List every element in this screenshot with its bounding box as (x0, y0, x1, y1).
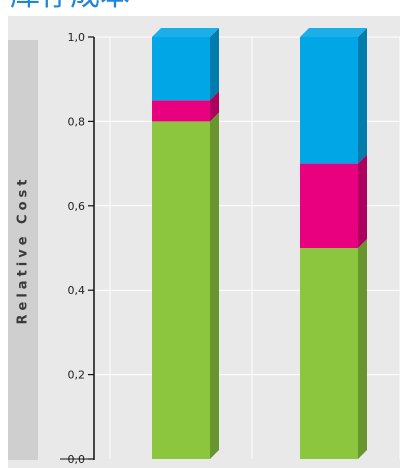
y-tick-label: 0,2 (68, 369, 86, 382)
y-tick-label: 1,0 (68, 31, 86, 44)
bar-segment-side (210, 112, 219, 460)
bar-segment-side (358, 239, 367, 459)
bar-segment (152, 100, 210, 122)
bar-segment-side (210, 91, 219, 122)
bar-segment-side (358, 28, 367, 164)
bar-segment-side (358, 154, 367, 248)
bar-top-face (152, 28, 219, 37)
bar-segment (300, 248, 358, 459)
bar-segment (300, 163, 358, 248)
bar-segment-side (210, 28, 219, 101)
bar-segment (152, 37, 210, 101)
bar-segment (152, 121, 210, 460)
y-tick-label: 0,8 (68, 115, 86, 128)
y-tick-label: 0,4 (68, 284, 86, 297)
chart-title: 库存成本 (10, 0, 130, 16)
y-tick-label: 0,6 (68, 200, 86, 213)
bar-segment (300, 37, 358, 164)
y-axis-label-strip (8, 40, 38, 460)
bar-top-face (300, 28, 367, 37)
